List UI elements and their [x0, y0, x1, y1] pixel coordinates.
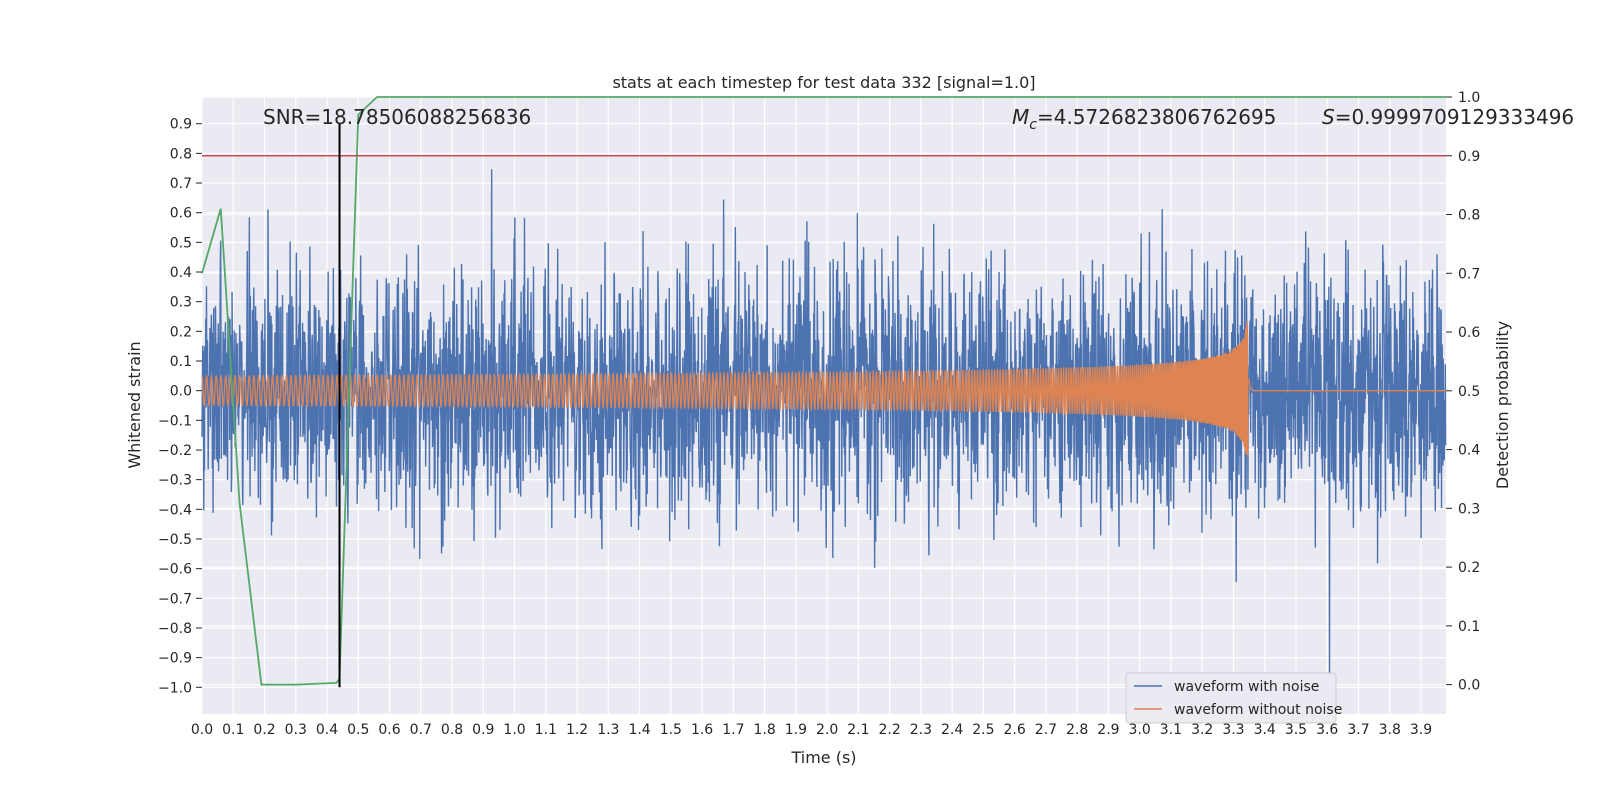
x-tick-label: 0.4	[316, 722, 338, 738]
x-tick-label: 1.8	[753, 722, 775, 738]
y-right-tick-label: 0.3	[1458, 501, 1480, 517]
x-tick-label: 3.5	[1285, 722, 1307, 738]
y-left-tick-label: −0.8	[158, 621, 192, 637]
y-left-tick-label: 0.2	[170, 324, 192, 340]
x-tick-label: 2.0	[816, 722, 838, 738]
x-tick-label: 3.0	[1129, 722, 1151, 738]
x-tick-label: 1.9	[785, 722, 807, 738]
x-tick-label: 1.1	[535, 722, 557, 738]
y-left-tick-label: 0.0	[170, 384, 192, 400]
mc-annotation: Mc=4.5726823806762695	[1012, 105, 1276, 133]
y-left-tick-label: −0.2	[158, 443, 192, 459]
x-tick-label: 2.2	[879, 722, 901, 738]
x-axis-label: Time (s)	[790, 748, 856, 767]
series-waveform-without-noise	[201, 321, 1446, 456]
x-tick-label: 3.7	[1347, 722, 1369, 738]
y-right-tick-label: 0.9	[1458, 149, 1480, 165]
x-tick-label: 0.6	[378, 722, 400, 738]
x-tick-label: 1.0	[503, 722, 525, 738]
legend-label-noise: waveform with noise	[1174, 679, 1319, 695]
y-left-tick-label: −0.4	[158, 502, 192, 518]
x-tick-label: 0.5	[347, 722, 369, 738]
x-tick-label: 1.2	[566, 722, 588, 738]
y-left-tick-label: 0.9	[170, 117, 192, 133]
x-tick-label: 3.6	[1316, 722, 1338, 738]
x-tick-label: 3.2	[1191, 722, 1213, 738]
x-tick-label: 0.1	[222, 722, 244, 738]
y-right-tick-label: 0.7	[1458, 266, 1480, 282]
series-detection-probability	[201, 96, 1446, 686]
y-right-tick-label: 0.5	[1458, 384, 1480, 400]
y-right-tick-label: 0.2	[1458, 560, 1480, 576]
y-left-tick-label: 0.7	[170, 176, 192, 192]
y-left-tick-label: −0.1	[158, 413, 192, 429]
x-tick-label: 2.3	[910, 722, 932, 738]
chart-title: stats at each timestep for test data 332…	[612, 73, 1035, 92]
y-right-tick-label: 0.1	[1458, 619, 1480, 635]
x-tick-label: 0.0	[191, 722, 213, 738]
x-tick-label: 0.7	[410, 722, 432, 738]
y-left-tick-label: −0.6	[158, 562, 192, 578]
y-left-tick-label: −0.7	[158, 591, 192, 607]
y-left-tick-label: −0.5	[158, 532, 192, 548]
y-right-tick-label: 0.4	[1458, 443, 1480, 459]
y-right-tick-label: 0.0	[1458, 678, 1480, 694]
mc-value: =4.5726823806762695	[1037, 105, 1276, 129]
y-right-tick-label: 0.8	[1458, 208, 1480, 224]
x-tick-label: 1.7	[722, 722, 744, 738]
s-value: =0.9999709129333496	[1335, 105, 1574, 129]
y-left-tick-label: 0.4	[170, 265, 192, 281]
y-left-tick-label: −1.0	[158, 680, 192, 696]
x-tick-label: 0.2	[253, 722, 275, 738]
probability-line	[201, 96, 1446, 686]
y-left-tick-label: 0.1	[170, 354, 192, 370]
x-tick-label: 1.5	[660, 722, 682, 738]
y-left-tick-label: 0.6	[170, 206, 192, 222]
x-tick-label: 3.1	[1160, 722, 1182, 738]
x-tick-label: 1.4	[628, 722, 650, 738]
y-axis-right-label: Detection probability	[1493, 321, 1512, 489]
x-tick-label: 0.3	[285, 722, 307, 738]
y-left-tick-label: 0.8	[170, 146, 192, 162]
y-right-tick-label: 1.0	[1458, 90, 1480, 106]
s-symbol: S	[1322, 105, 1335, 129]
x-tick-label: 3.8	[1379, 722, 1401, 738]
x-tick-label: 2.1	[847, 722, 869, 738]
x-tick-label: 1.3	[597, 722, 619, 738]
y-left-tick-label: 0.3	[170, 295, 192, 311]
x-tick-label: 2.5	[972, 722, 994, 738]
x-tick-label: 1.6	[691, 722, 713, 738]
y-left-tick-label: 0.5	[170, 235, 192, 251]
y-left-tick-label: −0.9	[158, 651, 192, 667]
s-annotation: S=0.9999709129333496	[1322, 105, 1574, 129]
chirp-line	[201, 321, 1446, 456]
reference-lines	[202, 123, 1446, 688]
snr-annotation: SNR=18.78506088256836	[263, 105, 531, 129]
x-tick-label: 2.4	[941, 722, 963, 738]
x-tick-label: 3.4	[1254, 722, 1276, 738]
mc-subscript: c	[1029, 117, 1037, 133]
x-tick-label: 2.7	[1035, 722, 1057, 738]
series-waveform-with-noise	[201, 169, 1447, 676]
ticks: 0.0 0.1 0.2 0.3 0.4 0.5 0.6 0.7 0.8 0.9 1.0 1.1 1.2 1…	[158, 90, 1480, 738]
x-tick-label: 2.8	[1066, 722, 1088, 738]
x-tick-label: 2.9	[1097, 722, 1119, 738]
y-right-tick-label: 0.6	[1458, 325, 1480, 341]
legend-label-clean: waveform without noise	[1174, 702, 1342, 718]
legend-box	[1125, 672, 1337, 724]
y-left-tick-label: −0.3	[158, 473, 192, 489]
x-tick-label: 3.3	[1222, 722, 1244, 738]
legend: waveform with noise waveform without noi…	[1125, 672, 1342, 724]
noise-line	[201, 169, 1447, 676]
x-tick-label: 0.8	[441, 722, 463, 738]
mc-symbol: M	[1012, 105, 1029, 129]
x-tick-label: 2.6	[1004, 722, 1026, 738]
x-tick-label: 3.9	[1410, 722, 1432, 738]
y-axis-left-label: Whitened strain	[125, 341, 144, 468]
x-tick-label: 0.9	[472, 722, 494, 738]
